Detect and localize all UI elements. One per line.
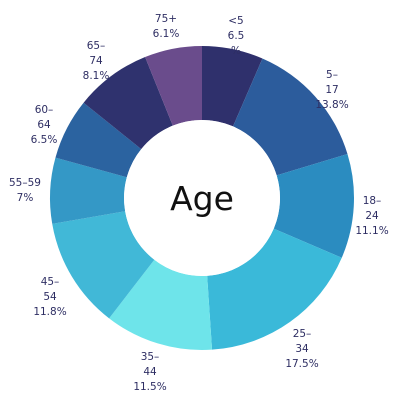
- slice-label: 65– 74 8.1%: [83, 40, 110, 82]
- donut-slice: [52, 211, 155, 319]
- slice-label: 55–59 7%: [9, 177, 41, 204]
- donut-slice: [109, 259, 213, 350]
- donut-slice: [273, 153, 355, 258]
- slice-label: 45– 54 11.8%: [33, 276, 66, 318]
- slice-label: <5 6.5%: [228, 15, 245, 57]
- donut-slice: [49, 157, 127, 224]
- donut-slice: [83, 57, 173, 150]
- chart-title: Age: [170, 179, 234, 218]
- donut-center-hole: [124, 120, 280, 276]
- slice-label: 75+ 6.1%: [153, 13, 180, 40]
- slice-label: 5– 17 13.8%: [315, 69, 348, 111]
- donut-slice: [55, 102, 142, 178]
- donut-slice: [145, 46, 202, 126]
- slice-label: 18– 24 11.1%: [355, 195, 388, 237]
- slice-labels: <5 6.5 % 5– 17 13.8% 18– 24 11.1% 25– 34 17.5% 35– 44…: [9, 13, 389, 393]
- donut-slice: [207, 228, 342, 350]
- donut-slice: [233, 58, 348, 176]
- donut-slice: [202, 46, 263, 127]
- donut-slices: [49, 46, 355, 350]
- slice-label: 25– 34 17.5%: [285, 328, 318, 370]
- slice-label: 35– 44 11.5%: [133, 351, 166, 393]
- slice-label: 60– 64 6.5%: [31, 104, 58, 146]
